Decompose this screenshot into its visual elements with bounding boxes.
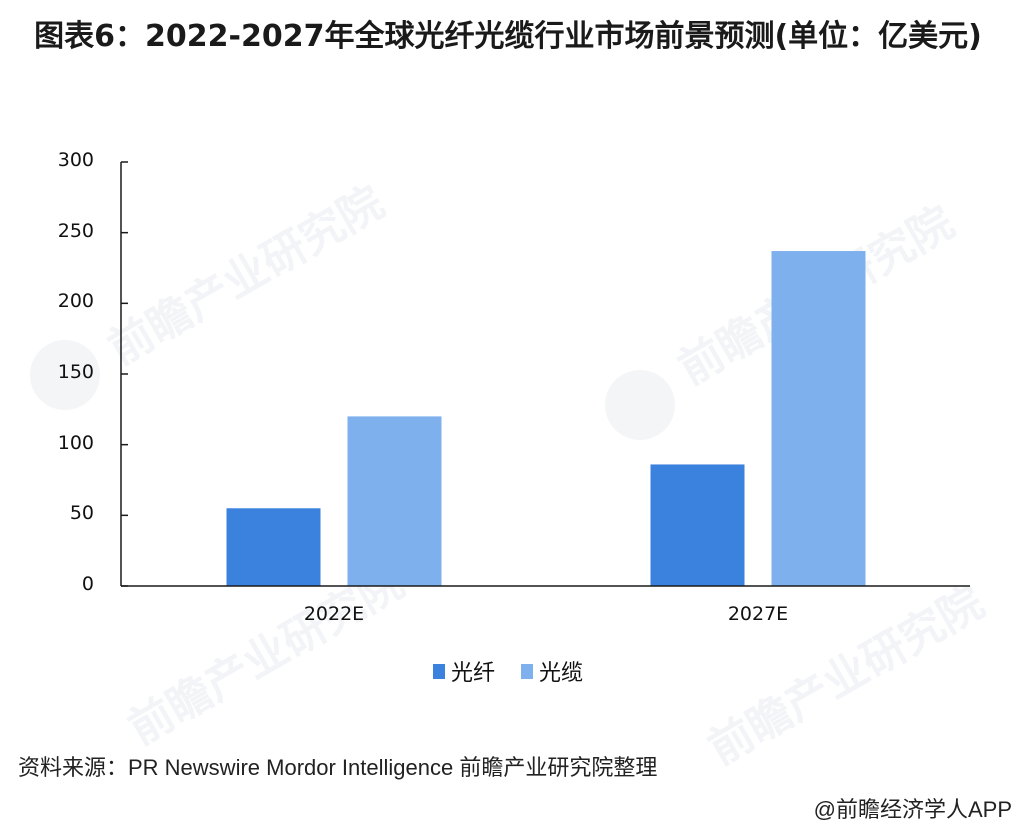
y-tick-label: 50 bbox=[69, 502, 94, 525]
y-tick-label: 250 bbox=[57, 219, 94, 242]
legend-item-fiber: 光纤 bbox=[432, 655, 495, 687]
bars-group bbox=[226, 251, 866, 587]
y-tick-label: 100 bbox=[57, 431, 94, 454]
bar-2022E-光纤 bbox=[226, 508, 321, 586]
legend-swatch-fiber bbox=[432, 663, 445, 679]
x-tick-label: 2022E bbox=[303, 603, 365, 625]
credit-note: @前瞻经济学人APP bbox=[813, 797, 1012, 822]
chart-title: 图表6：2022-2027年全球光纤光缆行业市场前景预测(单位：亿美元) bbox=[34, 19, 982, 54]
legend-label-cable: 光缆 bbox=[539, 661, 584, 686]
y-tick-label: 150 bbox=[57, 361, 94, 383]
legend-label-fiber: 光纤 bbox=[450, 661, 495, 686]
bar-2027E-光缆 bbox=[771, 251, 866, 587]
y-tick-label: 0 bbox=[81, 573, 94, 595]
y-tick-label: 200 bbox=[57, 290, 94, 313]
x-tick-label: 2027E bbox=[727, 603, 789, 625]
y-tick-label: 300 bbox=[57, 149, 94, 171]
legend: 光纤 光缆 bbox=[0, 655, 1016, 687]
y-ticks bbox=[121, 161, 128, 587]
bar-2022E-光缆 bbox=[347, 416, 442, 586]
legend-item-cable: 光缆 bbox=[521, 655, 583, 687]
legend-swatch-cable bbox=[521, 663, 533, 679]
source-note: 资料来源：PR Newswire Mordor Intelligence 前瞻产… bbox=[18, 755, 658, 780]
bar-2027E-光纤 bbox=[650, 464, 745, 586]
